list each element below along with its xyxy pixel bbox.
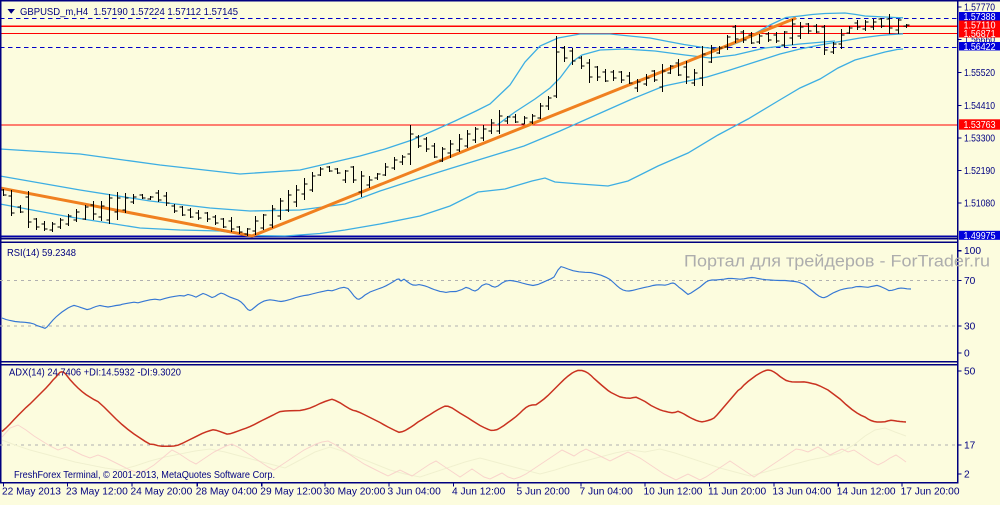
svg-text:5 Jun 20:00: 5 Jun 20:00 [517,486,571,497]
svg-text:11 Jun 20:00: 11 Jun 20:00 [708,486,766,497]
svg-text:29 May 12:00: 29 May 12:00 [260,486,322,497]
svg-text:30: 30 [964,322,976,333]
svg-text:70: 70 [964,276,976,287]
svg-text:17 Jun 20:00: 17 Jun 20:00 [901,486,960,497]
svg-text:1.49975: 1.49975 [964,231,996,242]
svg-text:0: 0 [964,349,970,360]
svg-text:GBPUSD_m,H4 1.57190 1.57224 1: GBPUSD_m,H4 1.57190 1.57224 1.57112 1.57… [20,6,238,18]
svg-text:1.54410: 1.54410 [964,101,995,112]
svg-text:100: 100 [964,246,981,257]
svg-text:1.56660: 1.56660 [964,35,995,46]
svg-text:4 Jun 12:00: 4 Jun 12:00 [452,486,506,497]
svg-text:10 Jun 12:00: 10 Jun 12:00 [644,486,703,497]
svg-text:1.53763: 1.53763 [964,120,996,131]
svg-text:ADX(14) 24.7406 +DI:14.5932 -D: ADX(14) 24.7406 +DI:14.5932 -DI:9.3020 [9,367,181,379]
svg-text:2: 2 [964,470,970,481]
svg-text:50: 50 [964,367,976,378]
svg-text:1.57388: 1.57388 [964,12,996,23]
svg-text:17: 17 [964,441,976,452]
svg-text:22 May 2013: 22 May 2013 [2,486,61,497]
svg-text:30 May 20:00: 30 May 20:00 [324,486,386,497]
svg-text:7 Jun 04:00: 7 Jun 04:00 [580,486,634,497]
svg-text:28 May 04:00: 28 May 04:00 [196,486,258,497]
svg-text:1.52190: 1.52190 [964,166,995,177]
svg-text:1.57110: 1.57110 [964,20,996,31]
svg-text:1.55520: 1.55520 [964,68,995,79]
svg-text:RSI(14) 59.2348: RSI(14) 59.2348 [7,247,76,259]
svg-text:23 May 12:00: 23 May 12:00 [66,486,128,497]
svg-text:1.57770: 1.57770 [964,3,995,14]
svg-text:14 Jun 12:00: 14 Jun 12:00 [837,486,896,497]
svg-text:1.56422: 1.56422 [964,42,996,53]
svg-text:Портал для трейдеров - ForTrad: Портал для трейдеров - ForTrader.ru [684,252,990,271]
svg-text:1.56871: 1.56871 [964,29,996,40]
svg-text:13 Jun 04:00: 13 Jun 04:00 [772,486,831,497]
svg-text:1.51080: 1.51080 [964,199,995,210]
svg-text:1.53300: 1.53300 [964,134,995,145]
svg-text:24 May 20:00: 24 May 20:00 [131,486,193,497]
svg-text:FreshForex Terminal, © 2001-20: FreshForex Terminal, © 2001-2013, MetaQu… [14,469,275,481]
svg-text:3 Jun 04:00: 3 Jun 04:00 [388,486,442,497]
